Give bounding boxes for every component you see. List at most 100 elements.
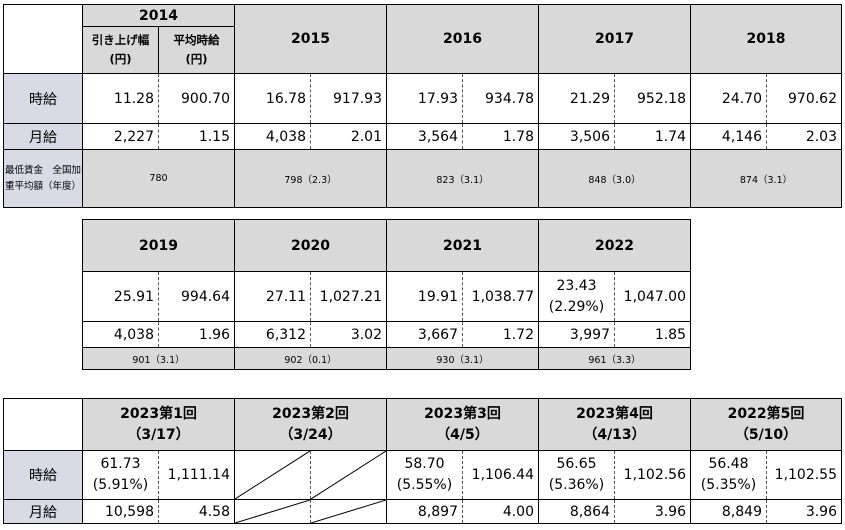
hourly-raise: 27.11: [234, 271, 311, 322]
avg-subheader: 平均時給 (円): [158, 26, 235, 74]
monthly-rate: 3.02: [310, 321, 387, 348]
round-name: 2022第5回: [727, 405, 805, 422]
hourly-avg: 970.62: [766, 73, 842, 124]
min-wage-cell: 823（3.1）: [386, 149, 539, 208]
min-wage-cell: 874（3.1）: [690, 149, 842, 208]
wage-table-2014-2018: 2014 2015 2016 2017 2018 引き上げ幅 (円) 平均時給 …: [3, 4, 842, 208]
monthly-rate: 1.78: [462, 123, 539, 150]
hourly-avg: 1,111.14: [158, 450, 235, 500]
monthly-raise: 3,667: [386, 321, 463, 348]
round-date: （4/5）: [436, 426, 489, 443]
hourly-raise: 16.78: [234, 73, 311, 124]
diagonal-slash: [311, 451, 386, 499]
row-label-monthly: 月給: [3, 499, 83, 524]
min-wage-cell: 848（3.0）: [538, 149, 691, 208]
monthly-raise: 2,227: [82, 123, 159, 150]
monthly-rate: 1.72: [462, 321, 539, 348]
min-wage-cell: 798（2.3）: [234, 149, 387, 208]
raise-value: 56.48: [708, 456, 749, 472]
round-name: 2023第4回: [576, 405, 653, 422]
monthly-raise: 4,146: [690, 123, 767, 150]
monthly-rate: 3.96: [766, 499, 842, 524]
round-header: 2023第2回 （3/24）: [234, 398, 387, 451]
unit-label: (円): [185, 52, 208, 66]
raise-label: 引き上げ幅: [91, 33, 150, 47]
year-header: 2019: [82, 219, 235, 272]
min-wage-cell: 930（3.1）: [386, 347, 539, 370]
hourly-avg: 1,106.44: [462, 450, 539, 500]
round-header: 2023第1回 （3/17）: [82, 398, 235, 451]
monthly-rate: 4.58: [158, 499, 235, 524]
year-header: 2018: [690, 4, 842, 74]
year-header: 2015: [234, 4, 387, 74]
hourly-avg: 1,102.55: [766, 450, 842, 500]
round-date: （4/13）: [583, 426, 646, 443]
diagonal-slash: [311, 500, 386, 523]
raise-subheader: 引き上げ幅 (円): [82, 26, 159, 74]
round-header: 2023第4回 （4/13）: [538, 398, 691, 451]
hourly-avg: 952.18: [614, 73, 691, 124]
row-label-monthly: 月給: [3, 123, 83, 150]
hourly-avg: 934.78: [462, 73, 539, 124]
diagonal-slash: [235, 451, 310, 499]
empty-slash-cell: [234, 450, 311, 500]
unit-label: (円): [109, 52, 132, 66]
monthly-raise: 8,864: [538, 499, 615, 524]
hourly-raise: 56.48 (5.35%): [690, 450, 767, 500]
raise-pct: (5.55%): [396, 477, 453, 493]
year-header: 2017: [538, 4, 691, 74]
empty-slash-cell: [310, 499, 387, 524]
monthly-rate: 2.03: [766, 123, 842, 150]
hourly-avg: 994.64: [158, 271, 235, 322]
monthly-rate: 1.85: [614, 321, 691, 348]
hourly-raise: 24.70: [690, 73, 767, 124]
monthly-raise: 6,312: [234, 321, 311, 348]
monthly-rate: 1.96: [158, 321, 235, 348]
monthly-raise: 10,598: [82, 499, 159, 524]
round-name: 2023第2回: [272, 405, 349, 422]
monthly-raise: 8,849: [690, 499, 767, 524]
hourly-raise: 25.91: [82, 271, 159, 322]
wage-table-2023: 2023第1回 （3/17） 2023第2回 （3/24） 2023第3回 （4…: [3, 398, 842, 524]
round-date: （3/24）: [279, 426, 342, 443]
year-header: 2021: [386, 219, 539, 272]
hourly-raise-2022: 23.43 (2.29%): [538, 271, 615, 322]
corner-cell: [3, 398, 83, 451]
round-header: 2022第5回 （5/10）: [690, 398, 842, 451]
hourly-avg: 1,038.77: [462, 271, 539, 322]
hourly-raise: 61.73 (5.91%): [82, 450, 159, 500]
empty-slash-cell: [234, 499, 311, 524]
hourly-avg: 1,102.56: [614, 450, 691, 500]
hourly-raise: 17.93: [386, 73, 463, 124]
monthly-raise: 3,564: [386, 123, 463, 150]
hourly-avg: 1,027.21: [310, 271, 387, 322]
row-label-min-wage: 最低賃金 全国加重平均額（年度）: [3, 149, 83, 208]
hourly-raise: 21.29: [538, 73, 615, 124]
hourly-raise: 58.70 (5.55%): [386, 450, 463, 500]
monthly-raise: 3,997: [538, 321, 615, 348]
corner-cell: [3, 4, 83, 74]
year-header: 2016: [386, 4, 539, 74]
wage-table-2019-2022: 2019 2020 2021 2022 25.91 994.64 27.11 1…: [82, 219, 691, 370]
hourly-avg: 900.70: [158, 73, 235, 124]
monthly-rate: 2.01: [310, 123, 387, 150]
round-header: 2023第3回 （4/5）: [386, 398, 539, 451]
min-wage-cell: 780: [82, 149, 235, 208]
min-wage-cell: 961（3.3）: [538, 347, 691, 370]
monthly-rate: 1.15: [158, 123, 235, 150]
raise-value: 61.73: [100, 456, 141, 472]
year-header: 2022: [538, 219, 691, 272]
hourly-avg: 917.93: [310, 73, 387, 124]
monthly-raise: 3,506: [538, 123, 615, 150]
empty-slash-cell: [310, 450, 387, 500]
avg-label: 平均時給: [173, 33, 220, 47]
round-date: （5/10）: [734, 426, 798, 443]
raise-pct: (2.29%): [548, 298, 605, 315]
hourly-raise: 56.65 (5.36%): [538, 450, 615, 500]
raise-pct: (5.36%): [548, 477, 605, 493]
year-header: 2020: [234, 219, 387, 272]
round-name: 2023第3回: [424, 405, 501, 422]
raise-pct: (5.35%): [700, 477, 757, 493]
monthly-rate: 3.96: [614, 499, 691, 524]
min-wage-cell: 902（0.1）: [234, 347, 387, 370]
